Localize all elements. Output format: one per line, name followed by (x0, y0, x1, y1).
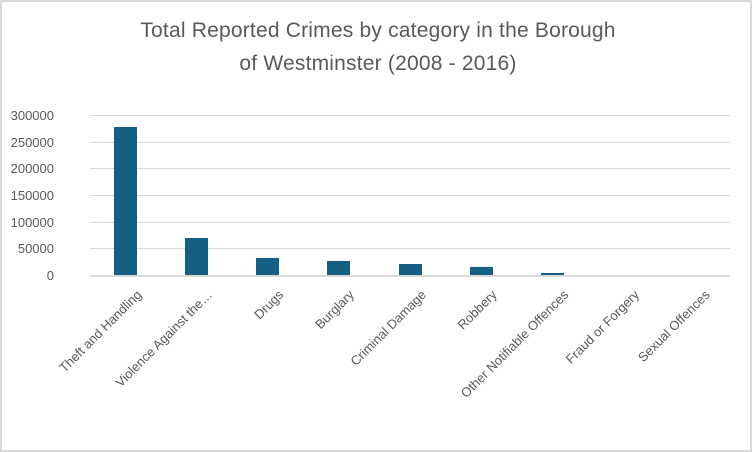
x-axis-line (90, 275, 730, 277)
x-axis-labels: Theft and Handling Violence Against the… D… (2, 275, 750, 450)
bar-violence-against-the (185, 238, 209, 275)
gridline (90, 195, 730, 196)
bar-criminal-damage (398, 264, 422, 275)
bar-drugs (256, 258, 280, 275)
x-axis-label-robbery: Robbery (454, 287, 500, 333)
chart-title-line-1: Total Reported Crimes by category in the… (140, 19, 616, 42)
y-axis-tick-label: 150000 (10, 188, 54, 203)
y-axis-tick-label: 100000 (10, 214, 54, 230)
x-axis-label-sexual-offences: Sexual Offences (635, 287, 714, 365)
y-axis-tick-label: 200000 (10, 161, 54, 177)
x-axis-label-criminal-damage: Criminal Damage (346, 287, 429, 369)
bar-burglary (327, 261, 351, 275)
bar-other-notifiable-offences (540, 273, 564, 275)
gridline (90, 221, 730, 223)
gridline (90, 248, 730, 250)
chart-title: Total Reported Crimes by category in the… (2, 14, 750, 80)
gridline (90, 168, 730, 170)
bar-robbery (469, 267, 493, 275)
x-axis-label-fraud-or-forgery: Fraud or Forgery (562, 287, 642, 367)
y-axis-tick-label: 300000 (10, 108, 54, 123)
gridline (90, 141, 730, 143)
y-axis-tick-label: 0 (46, 268, 54, 283)
gridline (90, 115, 730, 116)
x-axis-label-burglary: Burglary (312, 287, 358, 332)
y-axis-tick-label: 50000 (17, 241, 54, 257)
plot-area: 0 50000 100000 150000 200000 250000 300000 (11, 109, 730, 282)
bar-theft-and-handling (114, 127, 138, 275)
chart-title-line-2: of Westminster (2008 - 2016) (239, 52, 517, 75)
x-axis-label-drugs: Drugs (251, 287, 287, 323)
y-axis-tick-label: 250000 (10, 134, 54, 150)
